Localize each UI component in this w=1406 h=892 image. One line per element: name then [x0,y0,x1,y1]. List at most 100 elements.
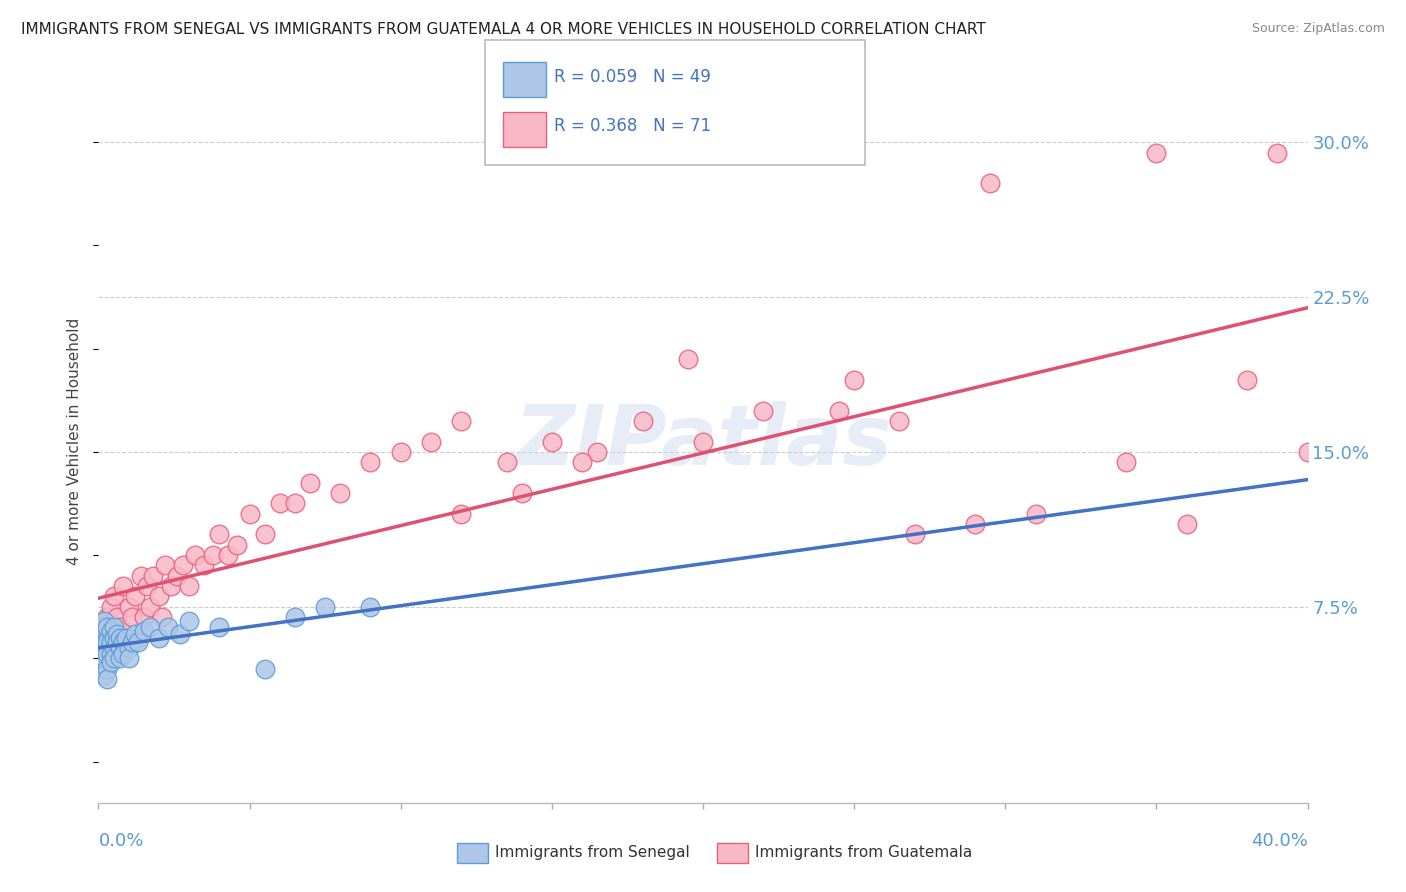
Point [90,631,112,645]
Point [676,351,699,366]
Point [166,568,188,582]
Point [142,568,165,582]
Point [329,486,352,500]
Point [132,624,155,639]
Point [111,634,134,648]
Point [100,599,122,614]
Point [93,640,115,655]
Point [103,590,125,604]
Point [150,610,173,624]
Point [450,414,472,428]
Point [586,445,609,459]
Point [202,548,225,562]
Point [1144,145,1167,160]
Point [193,558,215,573]
Point [132,610,155,624]
Point [111,647,134,661]
Text: R = 0.368   N = 71: R = 0.368 N = 71 [554,117,711,135]
Point [160,579,183,593]
Point [253,662,276,676]
Point [90,631,112,645]
Point [752,403,775,417]
Point [93,668,115,682]
Point [108,651,131,665]
Point [108,631,131,645]
Point [153,558,176,573]
Point [108,640,131,655]
Point [103,620,125,634]
Point [239,507,262,521]
Point [100,640,122,655]
Point [127,634,149,648]
Point [389,445,412,459]
Point [631,414,654,428]
Point [828,403,851,417]
Point [108,620,131,634]
Point [90,662,112,676]
Point [127,631,149,645]
Y-axis label: 4 or more Vehicles in Household: 4 or more Vehicles in Household [67,318,83,566]
Point [103,651,125,665]
Point [114,634,136,648]
Point [105,610,128,624]
Point [148,631,170,645]
Point [118,599,141,614]
Point [96,634,118,648]
Point [208,620,231,634]
Point [124,590,146,604]
Point [904,527,927,541]
Point [105,626,128,640]
Point [269,496,291,510]
Text: ZIPatlas: ZIPatlas [515,401,891,482]
Point [179,579,201,593]
Point [90,640,112,655]
Point [93,651,115,665]
Point [420,434,443,449]
Point [1024,507,1046,521]
Point [96,672,118,686]
Point [1296,445,1319,459]
Point [844,373,866,387]
Point [510,486,533,500]
Text: Source: ZipAtlas.com: Source: ZipAtlas.com [1251,22,1385,36]
Point [96,620,118,634]
Point [169,626,191,640]
Point [129,568,152,582]
Point [105,634,128,648]
Point [93,614,115,628]
Text: Immigrants from Senegal: Immigrants from Senegal [495,846,690,860]
Text: 0.0%: 0.0% [98,831,143,850]
Point [979,177,1001,191]
Point [495,455,517,469]
Point [139,599,162,614]
Point [139,620,162,634]
Point [184,548,207,562]
Point [314,599,336,614]
Point [118,651,141,665]
Point [96,647,118,661]
Point [360,599,382,614]
Point [118,631,141,645]
Point [103,631,125,645]
Point [121,610,143,624]
Text: R = 0.059   N = 49: R = 0.059 N = 49 [554,68,711,86]
Point [148,590,170,604]
Point [540,434,562,449]
Point [284,610,307,624]
Point [217,548,239,562]
Point [93,620,115,634]
Point [103,640,125,655]
Point [100,647,122,661]
Point [135,579,157,593]
Point [208,527,231,541]
Point [1175,517,1198,532]
Text: Immigrants from Guatemala: Immigrants from Guatemala [755,846,973,860]
Point [93,626,115,640]
Point [96,631,118,645]
Point [100,634,122,648]
Point [1267,145,1289,160]
Point [93,634,115,648]
Point [1115,455,1137,469]
Point [90,651,112,665]
Point [93,640,115,655]
